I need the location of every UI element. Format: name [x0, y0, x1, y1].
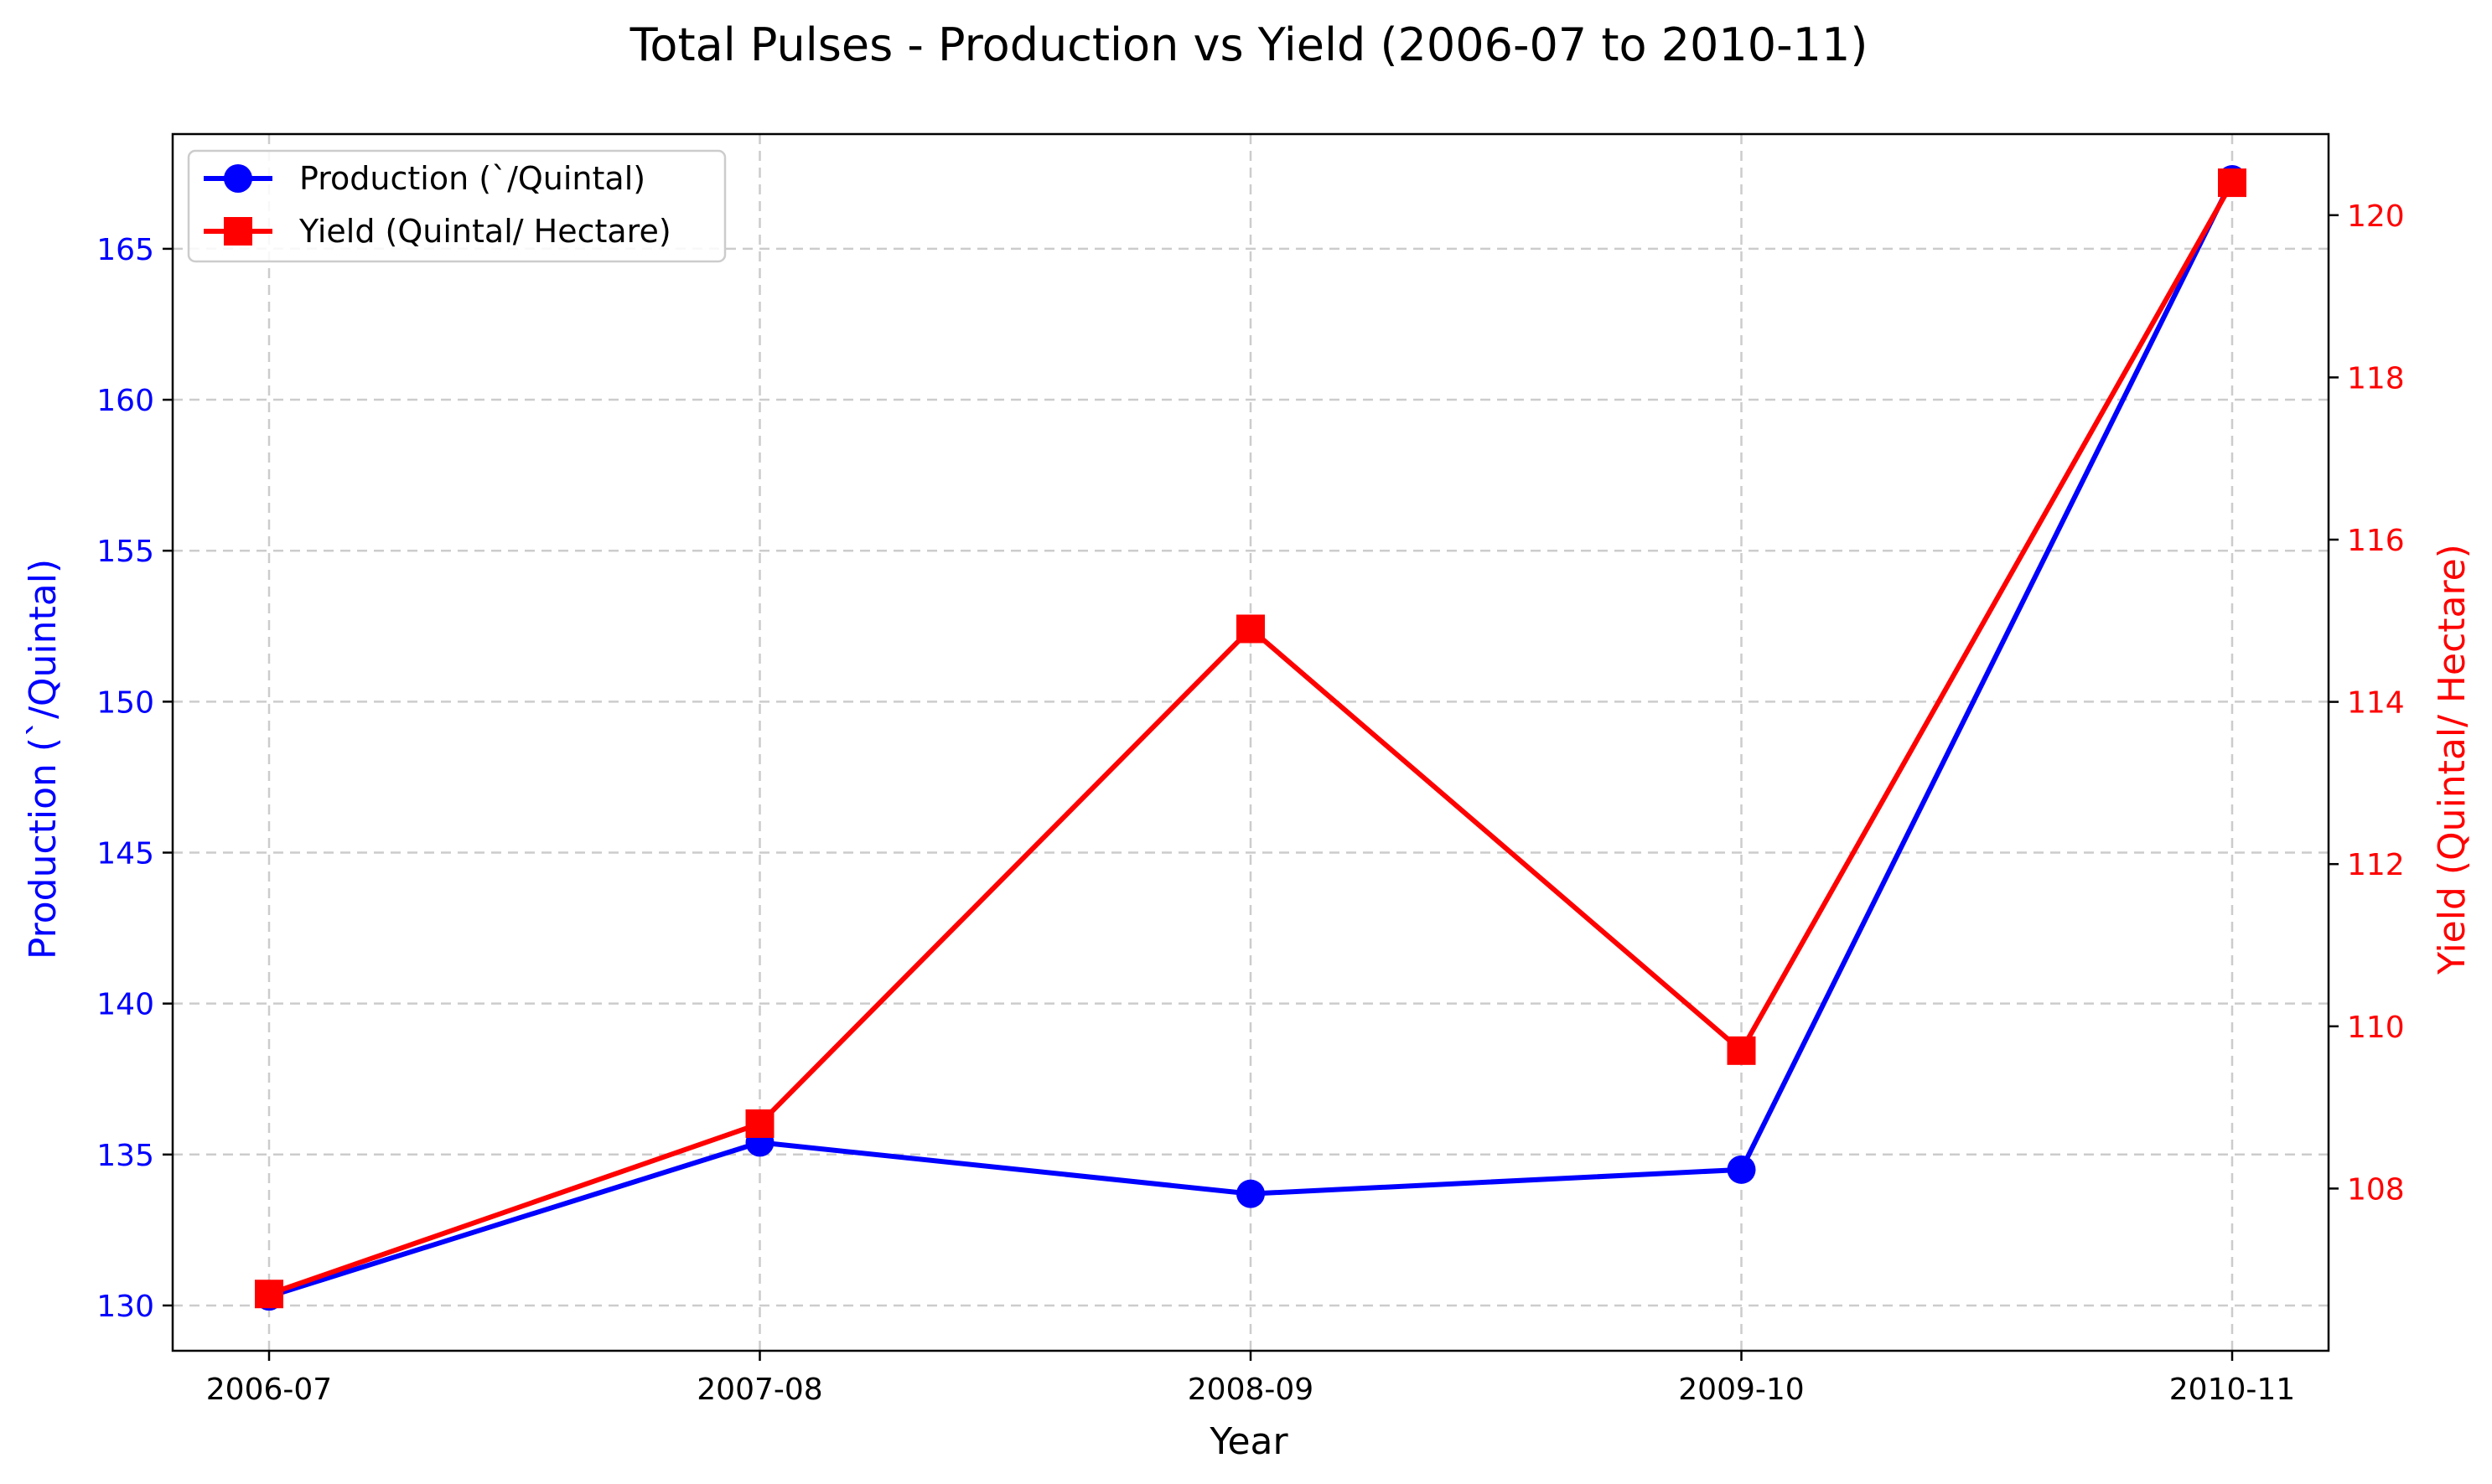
- y-left-tick-label: 135: [96, 1139, 154, 1173]
- chart-title: Total Pulses - Production vs Yield (2006…: [629, 18, 1868, 71]
- y-left-tick-label: 160: [96, 384, 154, 418]
- y-left-tick-label: 165: [96, 233, 154, 267]
- series-layer: [255, 165, 2246, 1311]
- y-right-tick-label: 114: [2347, 686, 2405, 721]
- x-tick-label: 2008-09: [1188, 1373, 1313, 1407]
- data-point-square: [255, 1280, 283, 1309]
- legend-marker-square: [224, 217, 252, 246]
- data-point-square: [1727, 1036, 1756, 1065]
- legend-label: Production (`/Quintal): [299, 160, 645, 197]
- legend-box: [187, 149, 727, 263]
- y-right-tick-label: 116: [2347, 524, 2405, 558]
- y-left-tick-label: 150: [96, 685, 154, 720]
- data-point-circle: [1727, 1155, 1756, 1184]
- x-axis-title: Year: [1209, 1420, 1288, 1463]
- y-left-tick-label: 145: [96, 837, 154, 871]
- x-tick-label: 2010-11: [2169, 1373, 2295, 1407]
- x-tick-label: 2009-10: [1678, 1373, 1804, 1407]
- y-left-tick-label: 155: [96, 535, 154, 569]
- y-right-tick-label: 118: [2347, 361, 2405, 396]
- y-axis-left-title: Production (`/Quintal): [22, 559, 65, 959]
- y-left-tick-label: 140: [96, 988, 154, 1022]
- data-point-circle: [1236, 1179, 1265, 1208]
- axes: 2006-07 2007-08 2008-09 2009-10 2010-11 130 13…: [96, 199, 2404, 1407]
- legend-marker-circle: [224, 164, 252, 193]
- y-right-tick-label: 120: [2347, 199, 2405, 234]
- x-tick-label: 2007-08: [697, 1373, 822, 1407]
- data-point-square: [2218, 168, 2246, 198]
- data-point-square: [745, 1109, 775, 1138]
- y-right-tick-label: 112: [2347, 848, 2405, 882]
- legend: Production (`/Quintal) Yield (Quintal/ He…: [187, 149, 727, 263]
- y-right-tick-label: 110: [2347, 1011, 2405, 1045]
- data-point-square: [1236, 614, 1265, 644]
- y-right-tick-label: 108: [2347, 1172, 2405, 1207]
- legend-label: Yield (Quintal/ Hectare): [298, 213, 671, 250]
- y-left-tick-label: 130: [96, 1290, 154, 1324]
- grid: [173, 134, 2329, 1351]
- y-axis-right-title: Yield (Quintal/ Hectare): [2431, 544, 2474, 975]
- x-tick-label: 2006-07: [206, 1373, 332, 1407]
